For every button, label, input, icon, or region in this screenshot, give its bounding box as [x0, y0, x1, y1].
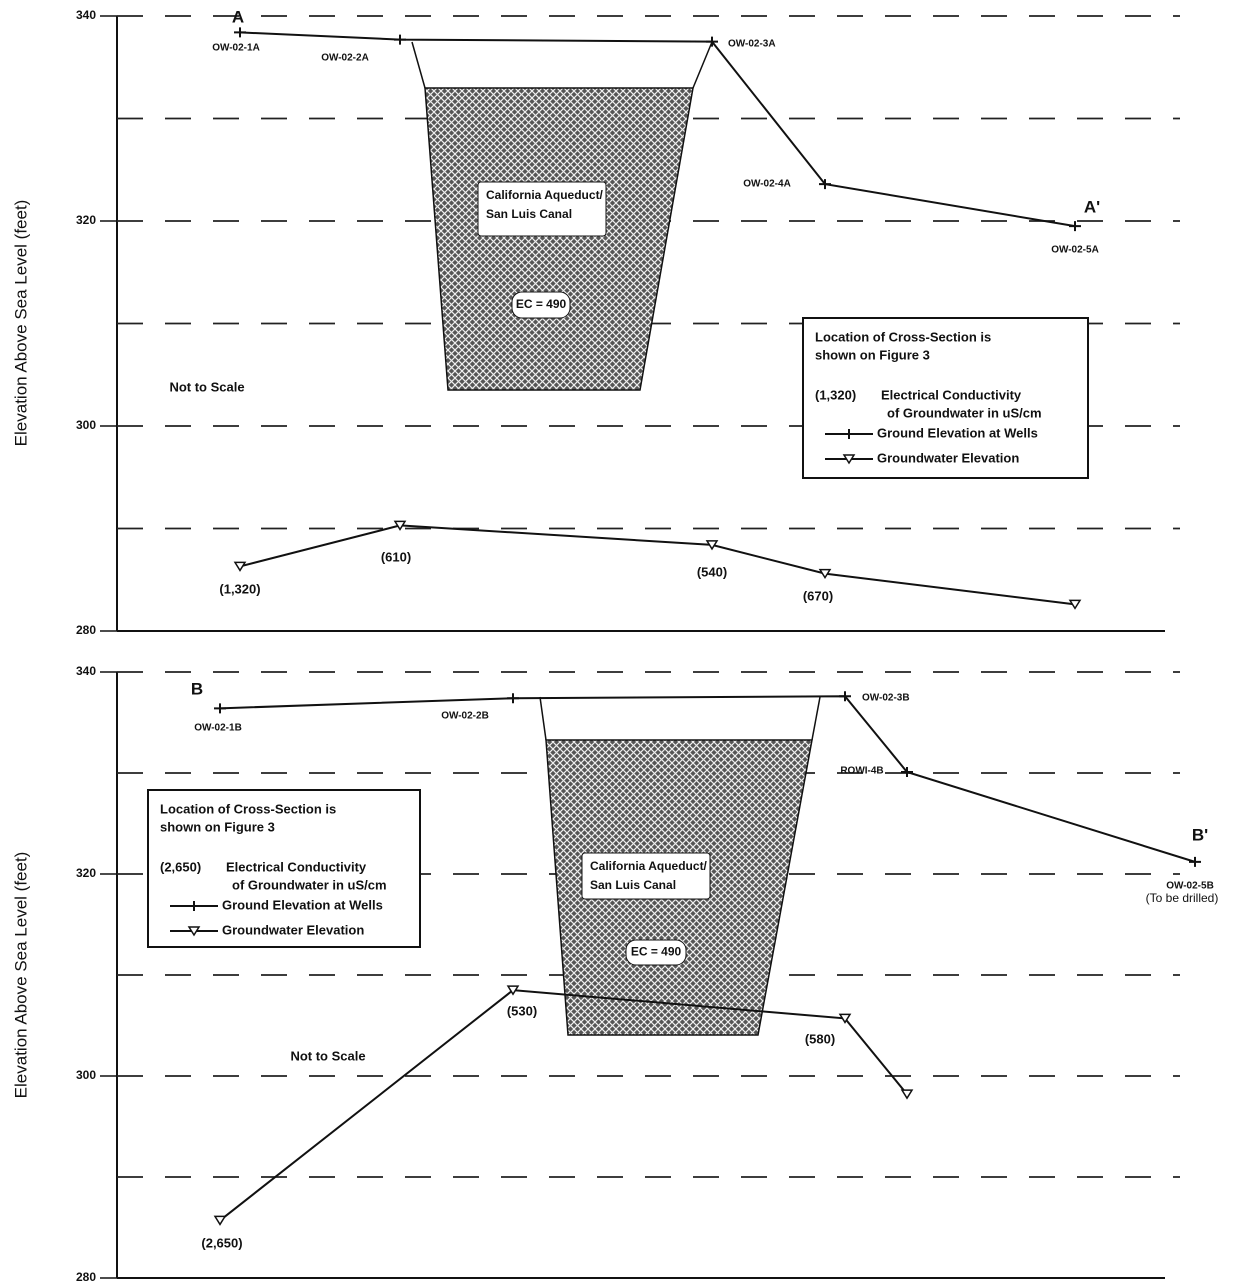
ground-marker — [839, 691, 851, 702]
legend-label: Groundwater Elevation — [877, 450, 1019, 465]
ec-label: (670) — [803, 588, 833, 603]
canal-label: California Aqueduct/ — [486, 188, 604, 202]
well-label: OW-02-3B — [862, 693, 910, 704]
ground-marker — [1069, 221, 1081, 232]
canal-bank — [411, 41, 426, 89]
legend-note: shown on Figure 3 — [815, 347, 930, 362]
canal-ec-box — [625, 939, 687, 966]
scale-note: Not to Scale — [290, 1048, 365, 1063]
canal-ec: EC = 490 — [631, 945, 682, 959]
y-tick-label: 280 — [76, 623, 96, 637]
legend-marker — [843, 429, 855, 439]
groundwater-marker — [818, 568, 832, 580]
legend-note: Location of Cross-Section is — [815, 329, 991, 344]
legend-label: Ground Elevation at Wells — [877, 425, 1038, 440]
ec-label: (580) — [805, 1031, 835, 1046]
well-label: OW-02-5A — [1051, 245, 1099, 256]
y-tick-label: 340 — [76, 8, 96, 22]
canal-bank — [692, 41, 713, 89]
well-label: OW-02-1A — [212, 43, 260, 54]
groundwater-marker — [838, 1013, 852, 1024]
groundwater-marker — [900, 1089, 914, 1100]
legend-label: Ground Elevation at Wells — [222, 897, 383, 912]
legend-marker — [842, 454, 856, 465]
groundwater-marker — [213, 1215, 227, 1226]
ground-marker — [507, 693, 519, 704]
ground-marker — [819, 179, 831, 190]
well-label: OW-02-3A — [728, 39, 776, 50]
ground-marker — [901, 766, 913, 777]
canal-bank — [539, 696, 547, 741]
well-label: OW-02-2A — [321, 53, 369, 64]
groundwater-marker — [1068, 599, 1082, 610]
well-note: (To be drilled) — [1146, 891, 1219, 905]
legend-ec-sample: (1,320) — [815, 387, 856, 402]
ec-label: (610) — [381, 549, 411, 564]
legend-box — [147, 789, 421, 948]
y-tick-label: 320 — [76, 866, 96, 880]
section-start: B — [191, 679, 203, 698]
canal-label: San Luis Canal — [486, 207, 572, 221]
groundwater-marker — [393, 520, 407, 531]
legend-ec-sample: (2,650) — [160, 859, 201, 874]
ground-marker — [234, 27, 246, 38]
well-label: OW-02-4A — [743, 179, 791, 190]
ground-marker — [214, 703, 226, 714]
groundwater-marker — [233, 561, 247, 572]
legend-ec-text: Electrical Conductivity — [881, 387, 1022, 402]
y-axis-label: Elevation Above Sea Level (feet) — [11, 200, 30, 447]
canal-label-box — [581, 852, 711, 900]
section-start: A — [232, 7, 244, 26]
well-label: OW-02-1B — [194, 723, 242, 734]
canal-water — [424, 87, 694, 391]
groundwater-marker — [506, 985, 520, 996]
y-tick-label: 320 — [76, 213, 96, 227]
series-line — [239, 524, 1076, 606]
y-tick-label: 300 — [76, 1068, 96, 1082]
ec-label: (530) — [507, 1003, 537, 1018]
well-label: OW-02-5B — [1166, 881, 1214, 892]
section-end: A' — [1084, 197, 1100, 216]
legend-note: shown on Figure 3 — [160, 819, 275, 834]
y-axis-label: Elevation Above Sea Level (feet) — [11, 852, 30, 1099]
legend-ec-text: Electrical Conductivity — [226, 859, 367, 874]
section-end: B' — [1192, 825, 1208, 844]
y-tick-label: 280 — [76, 1270, 96, 1284]
groundwater-marker — [705, 540, 719, 551]
y-tick-label: 340 — [76, 664, 96, 678]
ground-marker — [1189, 856, 1201, 867]
canal-label: San Luis Canal — [590, 878, 676, 892]
canal-label: California Aqueduct/ — [590, 859, 708, 873]
well-label: OW-02-2B — [441, 711, 489, 722]
ground-marker — [706, 36, 718, 47]
scale-note: Not to Scale — [169, 379, 244, 394]
ground-marker — [394, 34, 406, 45]
legend-ec-text: of Groundwater in uS/cm — [887, 405, 1042, 420]
y-tick-label: 300 — [76, 418, 96, 432]
legend-label: Groundwater Elevation — [222, 922, 364, 937]
canal-label-box — [477, 181, 607, 237]
legend-marker — [188, 901, 200, 911]
legend-box — [802, 317, 1089, 479]
legend-note: Location of Cross-Section is — [160, 801, 336, 816]
canal-ec: EC = 490 — [516, 297, 567, 311]
legend-marker — [187, 926, 201, 937]
legend-ec-text: of Groundwater in uS/cm — [232, 877, 387, 892]
ec-label: (1,320) — [219, 581, 260, 596]
well-label: ROWI-4B — [840, 766, 883, 777]
canal-bank — [811, 696, 821, 741]
series-line — [219, 989, 908, 1222]
canal-ec-box — [511, 291, 571, 319]
ec-label: (540) — [697, 564, 727, 579]
ec-label: (2,650) — [201, 1235, 242, 1250]
